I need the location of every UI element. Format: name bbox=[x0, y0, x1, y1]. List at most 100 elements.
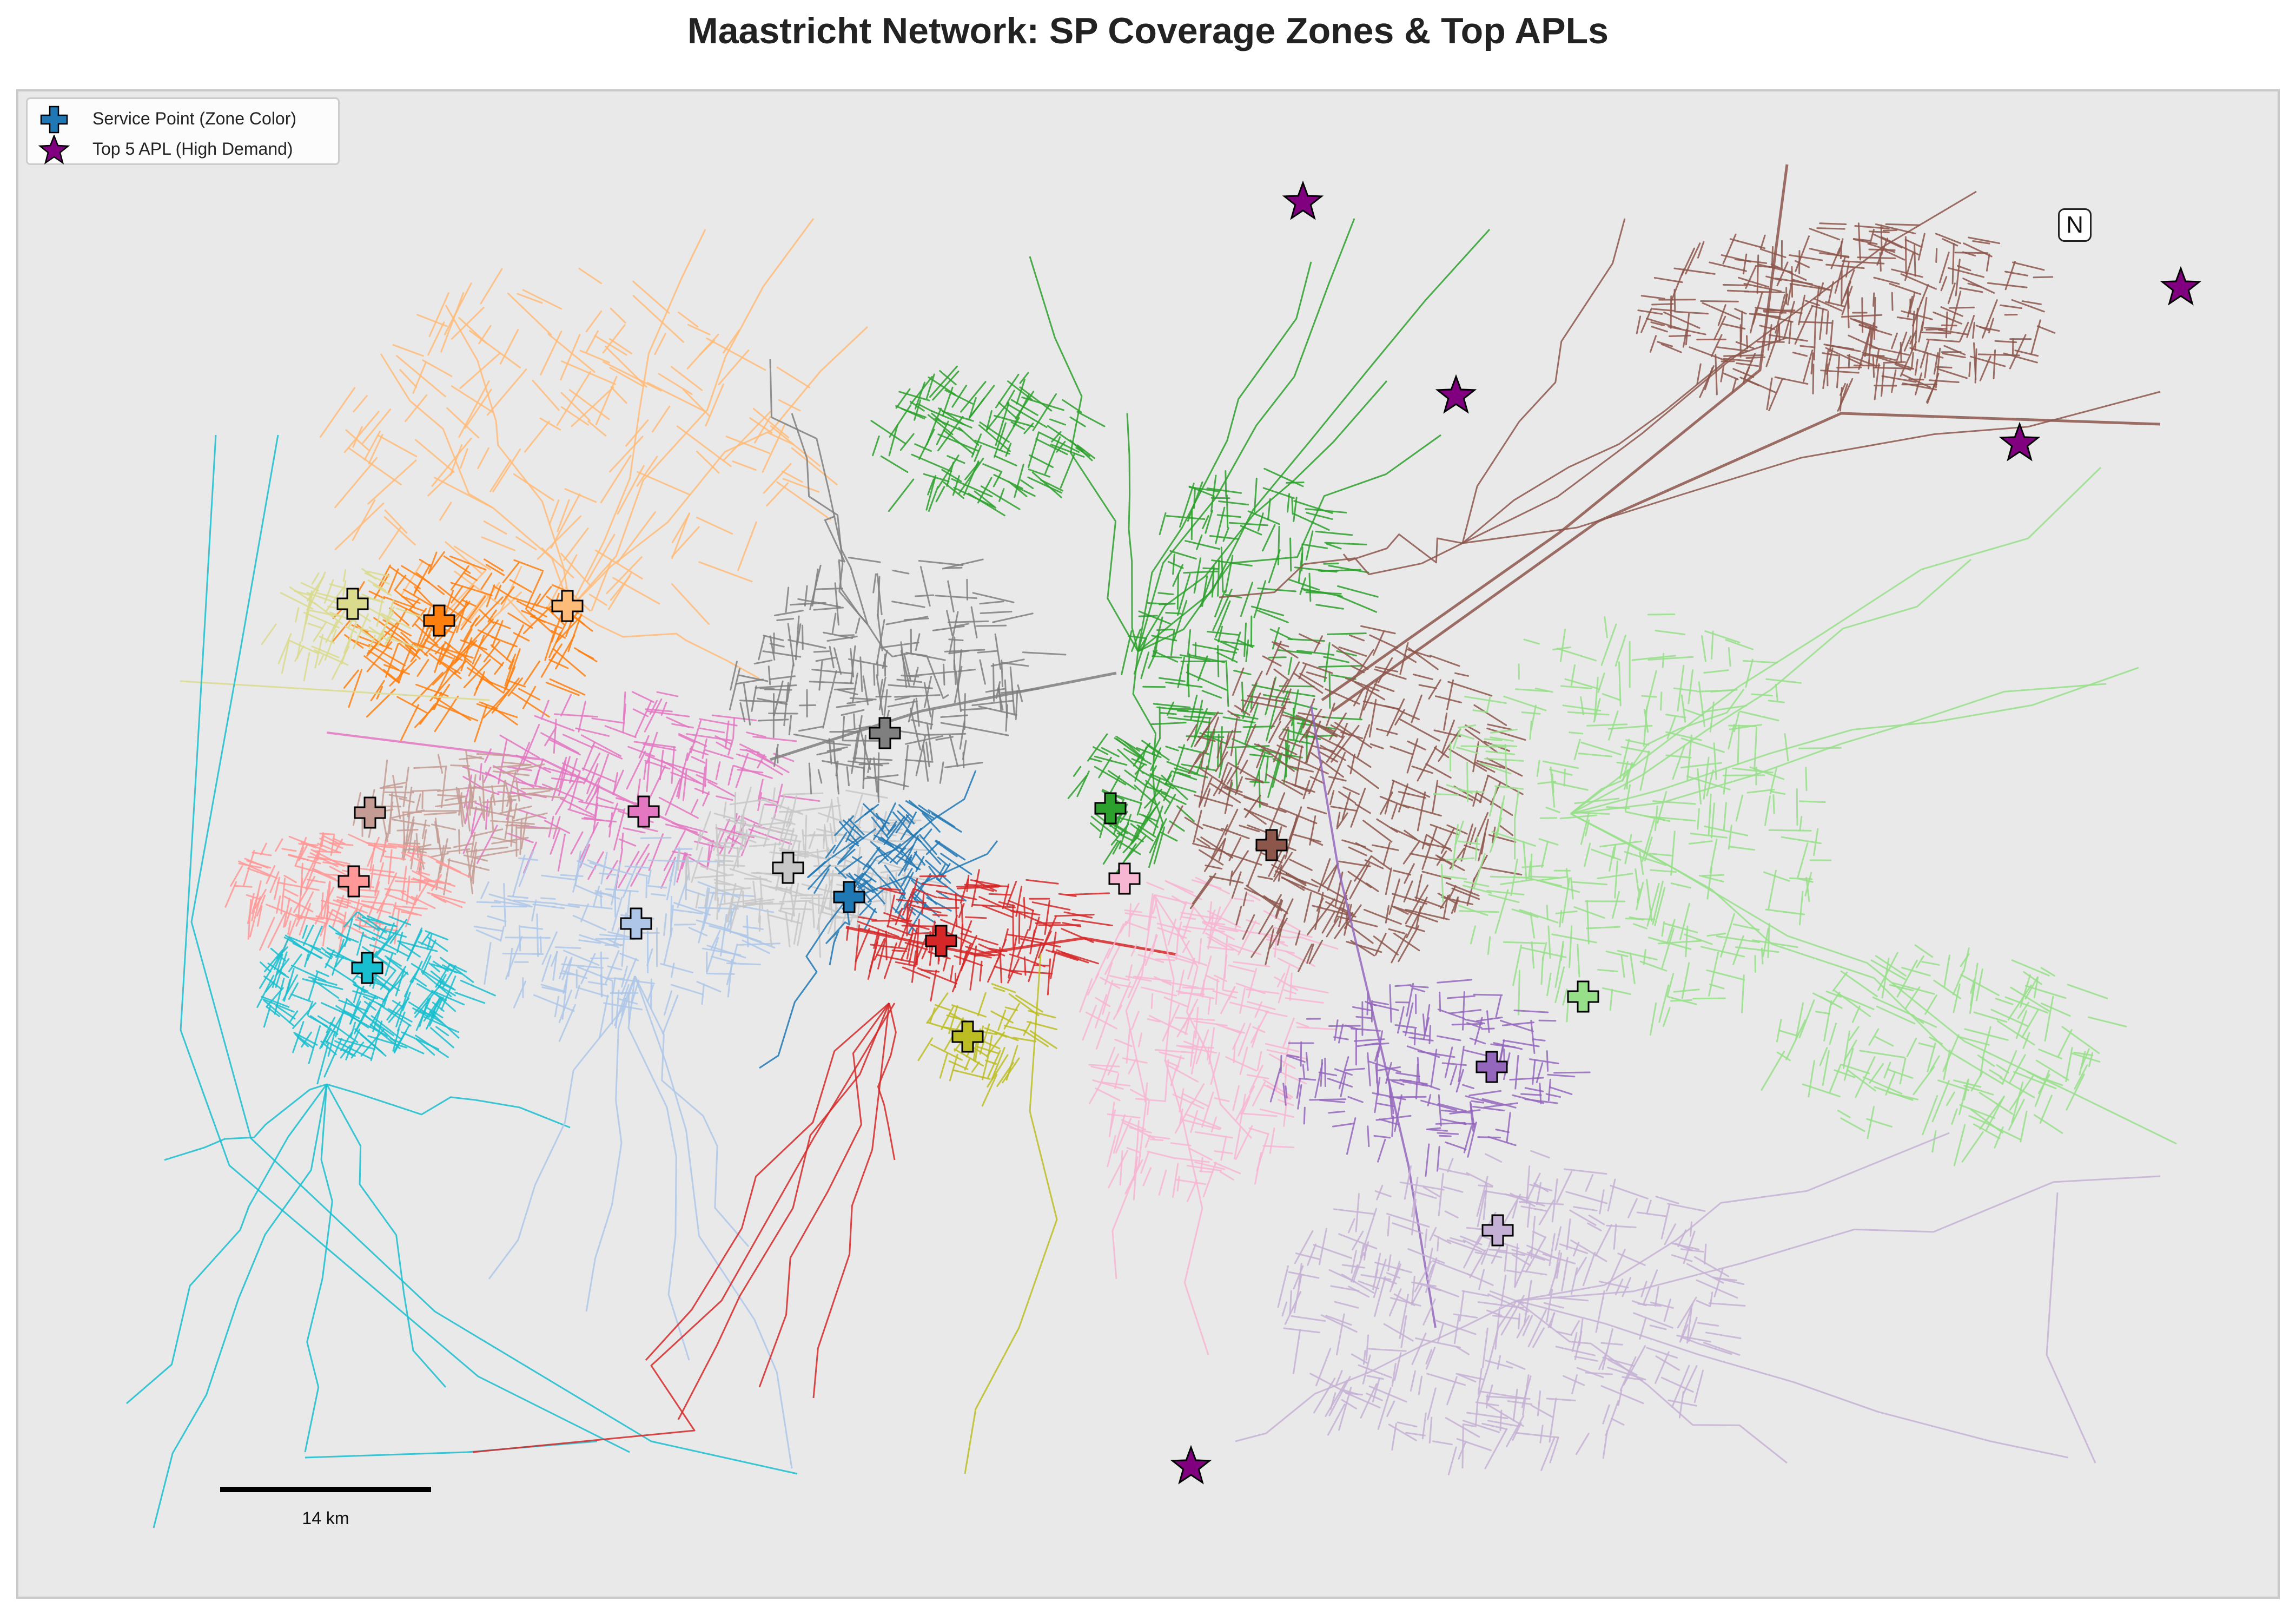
road-segment bbox=[935, 486, 945, 503]
road-segment bbox=[746, 731, 766, 738]
service-point-light-blue[interactable] bbox=[620, 907, 652, 940]
service-point-pink[interactable] bbox=[627, 795, 660, 828]
road-segment bbox=[352, 426, 363, 448]
road-segment bbox=[829, 869, 834, 909]
road-segment bbox=[1636, 315, 1642, 334]
road-path bbox=[677, 1003, 890, 1420]
road-segment bbox=[1205, 716, 1220, 754]
road-segment bbox=[474, 704, 488, 743]
road-segment bbox=[1480, 1248, 1489, 1265]
road-segment bbox=[1035, 922, 1061, 924]
service-point-lavender[interactable] bbox=[1481, 1214, 1514, 1247]
service-point-green[interactable] bbox=[1094, 792, 1127, 825]
road-segment bbox=[502, 952, 544, 955]
road-segment bbox=[2021, 300, 2042, 305]
road-segment bbox=[387, 849, 393, 885]
service-point-gray[interactable] bbox=[869, 717, 901, 749]
road-segment bbox=[1398, 783, 1408, 813]
road-segment bbox=[346, 998, 372, 1021]
road-segment bbox=[706, 945, 746, 959]
road-path bbox=[1516, 1175, 2161, 1302]
service-point-blue[interactable] bbox=[833, 881, 865, 913]
top-apl-star[interactable] bbox=[1435, 374, 1477, 414]
road-segment bbox=[1282, 1072, 1307, 1085]
service-point-salmon[interactable] bbox=[338, 865, 370, 898]
service-point-light-gray[interactable] bbox=[772, 852, 804, 884]
road-segment bbox=[1476, 760, 1507, 769]
service-point-light-green[interactable] bbox=[1567, 980, 1599, 1013]
road-segment bbox=[778, 806, 790, 846]
road-segment bbox=[1391, 803, 1398, 820]
service-point-olive[interactable] bbox=[951, 1020, 984, 1053]
road-segment bbox=[981, 1073, 998, 1107]
road-segment bbox=[1555, 910, 1578, 914]
road-segment bbox=[480, 572, 493, 590]
top-apl-star[interactable] bbox=[1170, 1445, 1212, 1485]
road-segment bbox=[353, 984, 368, 992]
road-segment bbox=[1766, 377, 1773, 411]
road-segment bbox=[1887, 1069, 1914, 1079]
top-apl-star[interactable] bbox=[1282, 180, 1324, 220]
service-point-orange[interactable] bbox=[423, 604, 455, 637]
service-point-light-orange[interactable] bbox=[551, 590, 584, 622]
service-point-khaki[interactable] bbox=[336, 588, 369, 620]
service-point-cyan[interactable] bbox=[351, 952, 383, 984]
road-segment bbox=[1545, 807, 1560, 813]
road-segment bbox=[1549, 1086, 1573, 1095]
road-segment bbox=[877, 780, 880, 803]
road-segment bbox=[322, 905, 329, 947]
road-segment bbox=[1061, 951, 1099, 965]
road-segment bbox=[1406, 983, 1414, 1017]
road-segment bbox=[1867, 1106, 1875, 1139]
road-segment bbox=[401, 1031, 440, 1050]
map-canvas[interactable] bbox=[16, 89, 2280, 1599]
road-segment bbox=[315, 970, 329, 977]
road-segment bbox=[1666, 973, 1675, 997]
road-segment bbox=[288, 953, 302, 973]
service-point-light-pink[interactable] bbox=[1108, 862, 1141, 895]
road-segment bbox=[1172, 1093, 1205, 1110]
road-segment bbox=[314, 649, 349, 666]
road-segment bbox=[1104, 962, 1113, 985]
road-segment bbox=[609, 367, 644, 387]
top-apl-star[interactable] bbox=[2160, 266, 2202, 306]
road-segment bbox=[1362, 820, 1393, 843]
road-segment bbox=[421, 790, 424, 809]
top-apl-star[interactable] bbox=[1999, 421, 2041, 462]
road-segment bbox=[1477, 1136, 1501, 1139]
road-segment bbox=[1847, 354, 1876, 366]
road-segment bbox=[1278, 718, 1292, 738]
road-segment bbox=[1689, 840, 1713, 845]
road-segment bbox=[481, 774, 486, 821]
road-segment bbox=[1697, 1322, 1719, 1327]
service-point-tan[interactable] bbox=[354, 796, 386, 829]
road-segment bbox=[937, 454, 960, 489]
road-segment bbox=[348, 447, 402, 486]
road-segment bbox=[373, 574, 389, 599]
service-point-red[interactable] bbox=[925, 925, 957, 957]
road-segment bbox=[1425, 1347, 1436, 1370]
road-network-map[interactable] bbox=[18, 91, 2282, 1601]
road-segment bbox=[502, 562, 520, 584]
service-point-purple[interactable] bbox=[1475, 1051, 1508, 1083]
road-segment bbox=[1795, 235, 1810, 272]
road-segment bbox=[1164, 771, 1173, 786]
road-segment bbox=[1368, 1348, 1407, 1352]
road-segment bbox=[557, 499, 570, 532]
road-segment bbox=[372, 584, 392, 596]
road-segment bbox=[1302, 780, 1311, 800]
road-segment bbox=[274, 876, 281, 900]
road-segment bbox=[717, 828, 757, 843]
road-segment bbox=[1444, 1210, 1459, 1219]
road-segment bbox=[1469, 827, 1477, 846]
road-segment bbox=[1911, 311, 1915, 351]
road-path bbox=[2046, 1192, 2096, 1464]
road-segment bbox=[459, 756, 482, 761]
service-point-brown[interactable] bbox=[1255, 829, 1288, 861]
road-segment bbox=[384, 855, 406, 860]
road-segment bbox=[1339, 906, 1354, 915]
road-segment bbox=[838, 856, 863, 874]
road-segment bbox=[1329, 1392, 1336, 1410]
road-segment bbox=[1129, 1126, 1152, 1133]
road-segment bbox=[645, 708, 673, 713]
